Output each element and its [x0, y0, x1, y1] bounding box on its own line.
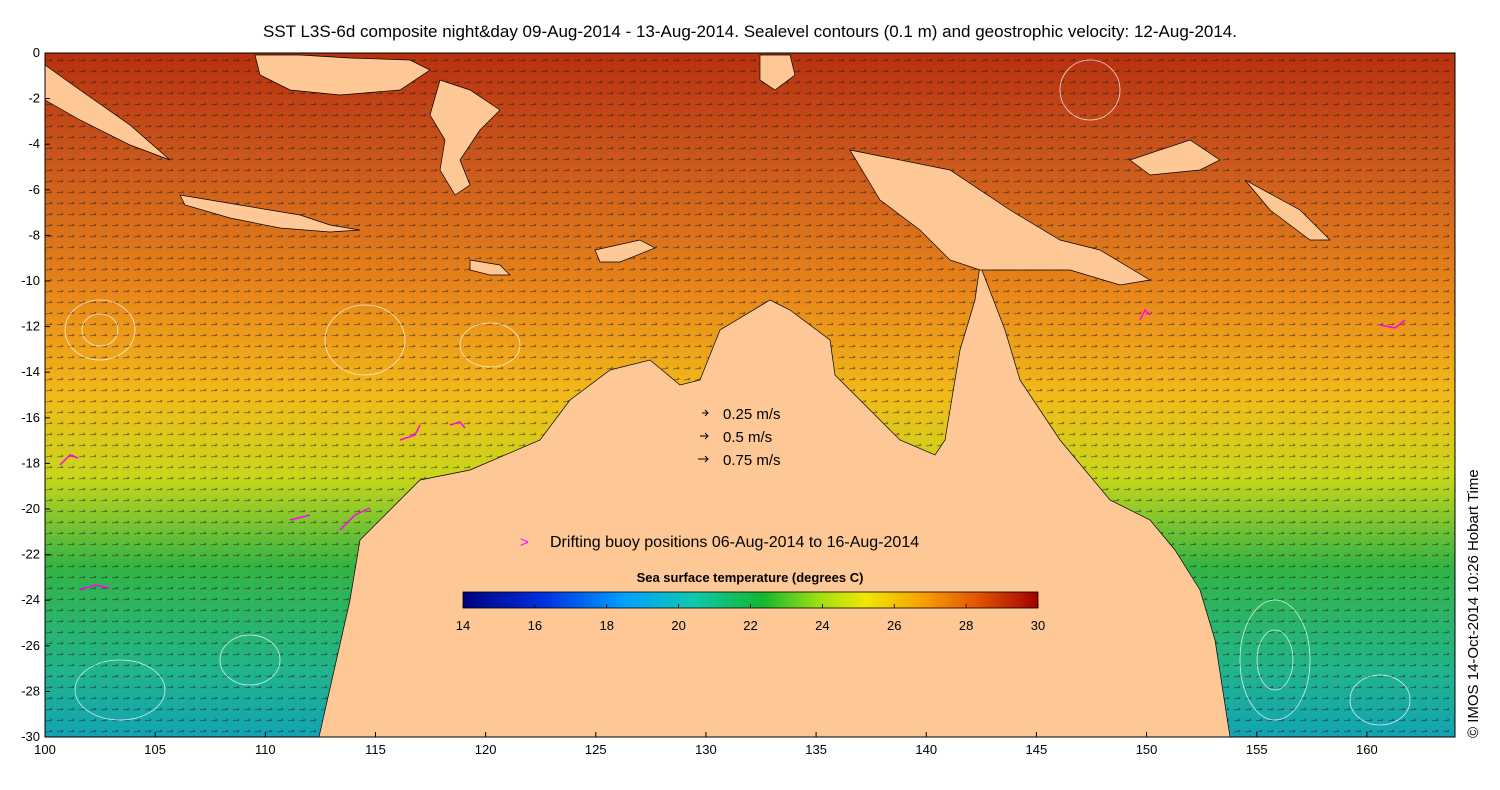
credit-text: © IMOS 14-Oct-2014 10:26 Hobart Time — [1465, 469, 1482, 738]
velocity-legend-arrow — [702, 409, 709, 417]
australia-landmass — [318, 263, 1231, 737]
y-tick-label: -10 — [21, 273, 40, 288]
y-tick-label: -8 — [28, 227, 40, 242]
land-masses — [45, 54, 1331, 737]
buoy-legend-label: Drifting buoy positions 06-Aug-2014 to 1… — [550, 534, 919, 551]
new-britain-landmass — [1129, 139, 1221, 176]
colorbar-tick-label: 26 — [887, 618, 901, 633]
x-tick-label: 110 — [255, 742, 276, 757]
colorbar-title: Sea surface temperature (degrees C) — [637, 570, 864, 585]
y-tick-label: -24 — [21, 592, 40, 607]
x-tick-label: 100 — [34, 742, 56, 757]
x-tick-label: 130 — [695, 742, 717, 757]
plot-frame — [44, 52, 1456, 738]
x-tick-label: 105 — [144, 742, 166, 757]
x-tick-label: 120 — [475, 742, 497, 757]
x-tick-label: 145 — [1026, 742, 1048, 757]
timor-island — [594, 239, 656, 263]
x-tick-label: 150 — [1136, 742, 1158, 757]
x-axis: 100 105 110 115 120 125 130 135 140 145 150 155 160 — [34, 732, 1378, 757]
velocity-legend-label: 0.75 m/s — [723, 452, 781, 469]
sumatra-landmass — [45, 64, 171, 161]
buoy-tracks — [59, 308, 1406, 591]
new-guinea-landmass — [849, 149, 1151, 286]
y-tick-label: -14 — [21, 364, 40, 379]
sealevel-contours — [64, 59, 1411, 726]
borneo-landmass — [254, 54, 431, 96]
solomon-islands — [1244, 179, 1331, 241]
y-tick-label: -22 — [21, 547, 40, 562]
x-tick-label: 135 — [805, 742, 827, 757]
y-tick-label: -16 — [21, 410, 40, 425]
velocity-legend-label: 0.25 m/s — [723, 406, 781, 423]
map-plot-area — [45, 53, 1455, 737]
sumba-island — [469, 259, 511, 276]
x-tick-label: 155 — [1246, 742, 1268, 757]
java-landmass — [179, 194, 361, 233]
colorbar-tick-label: 30 — [1031, 618, 1045, 633]
x-tick-label: 140 — [915, 742, 937, 757]
colorbar-tick-label: 20 — [671, 618, 685, 633]
colorbar-tick-label: 16 — [528, 618, 542, 633]
y-tick-label: -4 — [28, 136, 40, 151]
y-tick-label: -26 — [21, 638, 40, 653]
velocity-legend-arrow — [698, 455, 709, 463]
colorbar-tick-label: 24 — [815, 618, 829, 633]
colorbar: Sea surface temperature (degrees C) 14 16… — [456, 570, 1045, 633]
colorbar-ticks: 14 16 18 20 22 24 26 28 30 — [456, 604, 1045, 633]
colorbar-tick-label: 18 — [600, 618, 614, 633]
sulawesi-landmass — [429, 79, 501, 196]
map-title: SST L3S-6d composite night&day 09-Aug-20… — [263, 22, 1237, 41]
y-tick-label: 0 — [33, 45, 40, 60]
buoy-legend: > Drifting buoy positions 06-Aug-2014 to… — [520, 534, 919, 551]
buoy-legend-marker: > — [520, 534, 529, 551]
y-tick-label: -18 — [21, 455, 40, 470]
halmahera-landmass — [759, 54, 796, 91]
colorbar-tick-label: 28 — [959, 618, 973, 633]
y-tick-label: -20 — [21, 501, 40, 516]
y-tick-label: -6 — [28, 182, 40, 197]
colorbar-tick-label: 14 — [456, 618, 470, 633]
colorbar-tick-label: 22 — [743, 618, 757, 633]
velocity-legend: 0.25 m/s 0.5 m/s 0.75 m/s — [698, 406, 781, 469]
velocity-legend-arrow — [700, 432, 709, 440]
y-tick-label: -28 — [21, 683, 40, 698]
y-axis: 0 -2 -4 -6 -8 -10 -12 -14 -16 -18 -20 -22 -24 -26 -28 -… — [21, 45, 50, 744]
x-tick-label: 160 — [1356, 742, 1378, 757]
y-tick-label: -12 — [21, 319, 40, 334]
velocity-legend-label: 0.5 m/s — [723, 429, 772, 446]
y-tick-label: -2 — [28, 91, 40, 106]
x-tick-label: 125 — [585, 742, 607, 757]
x-tick-label: 115 — [365, 742, 386, 757]
y-tick-label: -30 — [21, 729, 40, 744]
